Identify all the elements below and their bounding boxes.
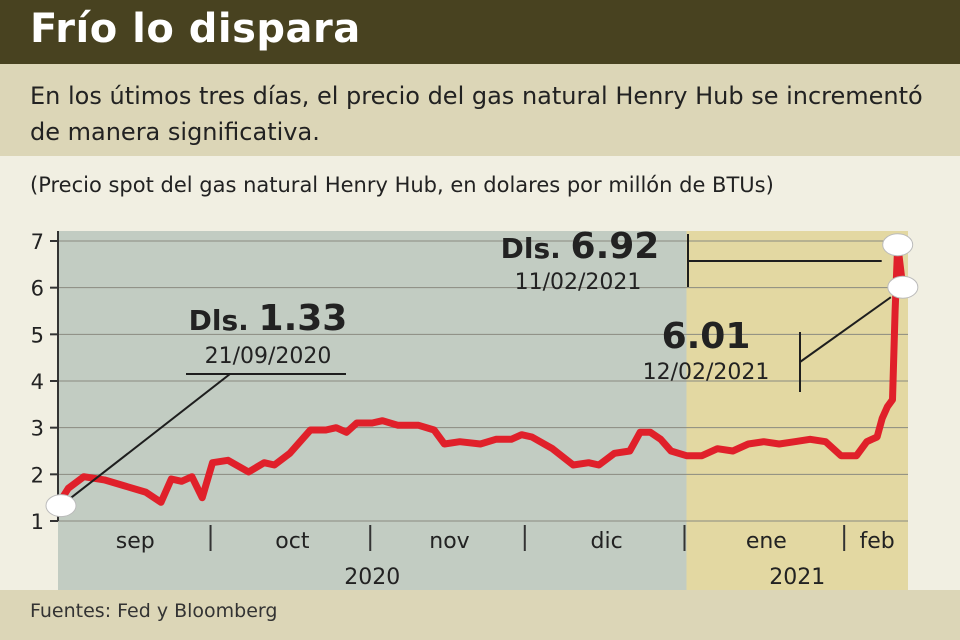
y-tick-label: 4 [31, 370, 44, 394]
month-label: sep [116, 529, 155, 554]
annotation-low-number: 1.33 [259, 298, 348, 339]
marker-mid [887, 275, 919, 299]
annotation-mid-date: 12/02/2021 [643, 360, 770, 385]
annotation-low-leader [60, 373, 231, 507]
month-label: dic [591, 529, 623, 554]
source-area: Fuentes: Fed y Bloomberg [0, 590, 960, 640]
annotation-high-number: 6.92 [571, 226, 660, 267]
y-tick-label: 7 [31, 230, 44, 254]
plot-layer: 1 2 3 4 5 6 7 sep oct nov dic ene feb 2020 2021 Dls. 1.… [31, 226, 919, 590]
annotation-high-value: Dls. 6.92 [501, 226, 660, 267]
month-label: oct [275, 529, 310, 554]
annotation-mid-value: 6.01 [662, 316, 751, 357]
month-label: feb [859, 529, 894, 554]
year-label: 2020 [344, 565, 400, 590]
source-note: Fuentes: Fed y Bloomberg [30, 600, 278, 622]
y-tick-label: 6 [31, 277, 44, 301]
y-tick-label: 1 [31, 510, 44, 534]
title-bar: Frío lo dispara [0, 0, 960, 64]
y-tick-label: 5 [31, 323, 44, 347]
plot-bg-2020 [58, 231, 687, 590]
annotation-low-value: Dls. 1.33 [189, 298, 348, 339]
chart-units-label: (Precio spot del gas natural Henry Hub, … [30, 173, 774, 197]
plot-bg-2021 [686, 231, 908, 590]
year-label: 2021 [769, 565, 825, 590]
annotation-low-prefix: Dls. [189, 304, 259, 337]
marker-low [45, 494, 77, 518]
annotation-low-date: 21/09/2020 [205, 344, 332, 369]
y-tick-label: 2 [31, 463, 44, 487]
annotation-high-date: 11/02/2021 [515, 270, 642, 295]
subtitle-area: En los útimos tres días, el precio del g… [0, 64, 960, 156]
month-label: nov [429, 529, 469, 554]
chart-area: (Precio spot del gas natural Henry Hub, … [0, 156, 960, 590]
chart-title: Frío lo dispara [30, 6, 361, 52]
marker-high [882, 233, 914, 257]
annotation-high-prefix: Dls. [501, 232, 571, 265]
chart-subtitle: En los útimos tres días, el precio del g… [30, 82, 923, 146]
y-tick-label: 3 [31, 417, 44, 441]
month-label: ene [746, 529, 787, 554]
annotation-mid-leader [799, 296, 892, 363]
price-series-line [54, 241, 907, 509]
